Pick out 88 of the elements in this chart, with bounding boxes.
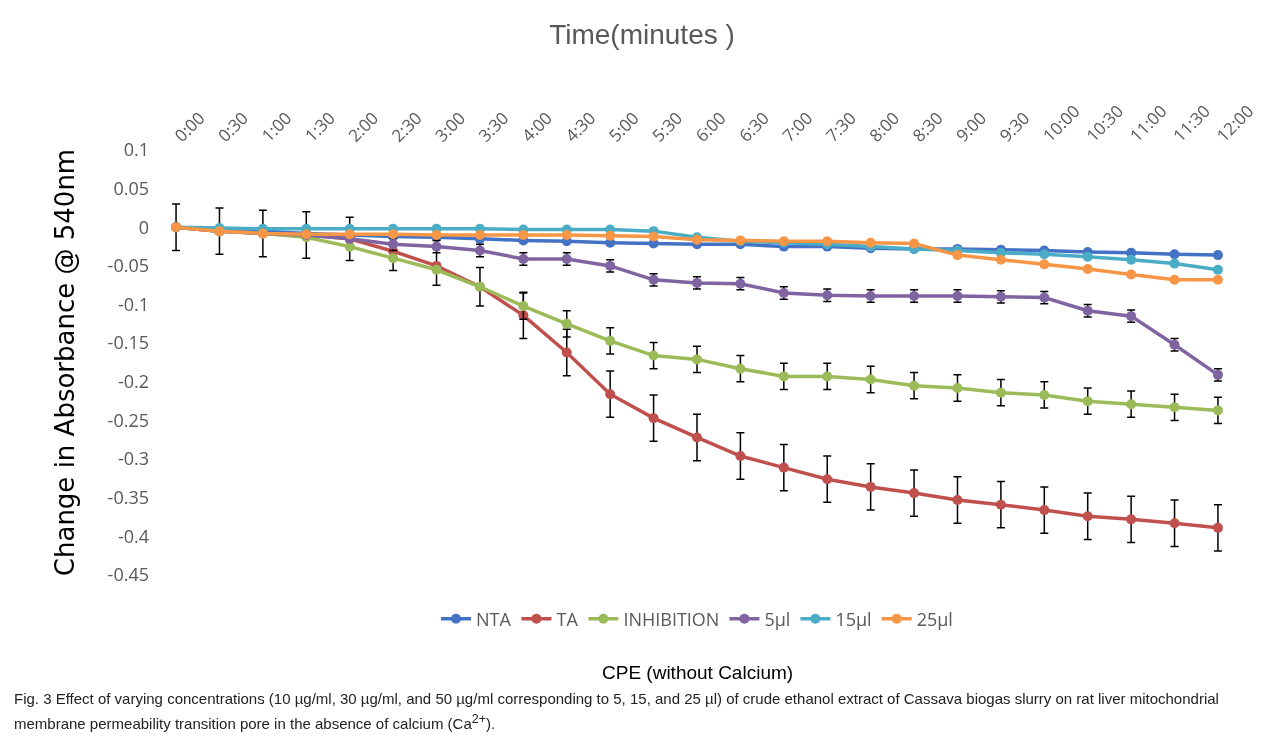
point [995,387,1006,398]
x-tick-label: 1:30 [299,106,340,147]
point [648,413,659,424]
y-axis-title: Change in Absorbance @ 540nm [49,148,80,577]
point [1126,269,1137,280]
legend-label: NTA [476,606,512,631]
y-tick-label: -0.45 [107,562,149,587]
legend-label: 5µl [764,606,791,631]
x-tick-label: 0:30 [212,106,253,147]
point [1169,274,1180,285]
point [909,238,920,249]
y-tick-label: -0.4 [117,523,149,548]
point [1082,511,1093,522]
point [952,495,963,506]
point [1039,259,1050,270]
point [1126,254,1137,265]
point [1169,402,1180,413]
point [995,499,1006,510]
point [778,371,789,382]
point [1169,249,1180,260]
point [518,230,529,240]
point [909,380,920,391]
point [1082,264,1093,274]
point [1082,396,1093,407]
point [388,253,399,264]
legend-label: INHIBITION [623,606,720,631]
x-axis-title: CPE (without Calcium) [602,662,794,683]
point [692,354,702,365]
point [1169,258,1180,269]
point [952,383,963,393]
point [561,230,572,240]
point [431,264,442,275]
x-tick-label: 4:00 [516,106,557,147]
legend-label: 25µl [916,606,953,631]
point [648,231,659,242]
point [1039,249,1050,260]
point [1169,518,1180,529]
point [1126,514,1137,525]
y-tick-label: -0.3 [117,446,149,471]
x-tick-label: 6:30 [733,106,774,147]
point [865,481,876,492]
point [692,432,702,443]
point [778,462,789,473]
point [909,488,920,499]
y-tick-label: -0.2 [117,369,149,394]
point [1212,522,1223,533]
x-tick-label: 7:30 [820,106,861,147]
point [865,237,876,248]
point [822,371,833,382]
x-tick-label: 6:00 [690,106,731,147]
legend-label: 15µl [835,606,872,631]
y-tick-label: 0.1 [123,137,149,162]
y-tick-label: -0.15 [107,330,149,355]
point [865,374,876,385]
point [1212,405,1223,416]
point [735,451,746,461]
point [1126,399,1137,410]
y-tick-label: -0.35 [107,485,149,510]
point [1039,389,1050,400]
point [605,389,616,400]
y-tick-label: 0 [138,214,149,239]
point [1039,505,1050,516]
legend-label: TA [556,606,579,631]
point [1212,250,1223,261]
x-tick-label: 4:30 [560,106,601,147]
point [995,254,1006,265]
y-tick-label: 0.05 [113,175,149,200]
point [605,230,616,241]
caption: Fig. 3 Effect of varying concentrations (10 µg/ml, 30 µg/ml, and 50 µg/ml corresponding to 5, 15, and 25 µl) of crude ethanol extract of Cassava biogas slurry on rat liver mitochondrial membrane permeability transition pore in the absence of calcium (Ca$^{2+}$). [14,689,1220,734]
point [735,363,746,374]
point [518,301,529,312]
point [952,250,963,261]
x-tick-label: 0:00 [169,106,210,147]
x-tick-label: 1:00 [256,106,297,147]
point [1082,251,1093,262]
x-tick-label: 7:00 [777,106,818,147]
point [561,347,572,358]
point [1212,264,1223,275]
y-tick-label: -0.1 [117,291,149,316]
point [605,335,616,346]
point [1212,274,1223,285]
y-tick-label: -0.25 [107,407,149,432]
point [561,318,572,329]
point [648,350,659,361]
point [474,230,485,240]
y-tick-label: -0.05 [107,253,149,278]
chart-title: Time(minutes ) [549,18,735,50]
point [822,474,833,485]
